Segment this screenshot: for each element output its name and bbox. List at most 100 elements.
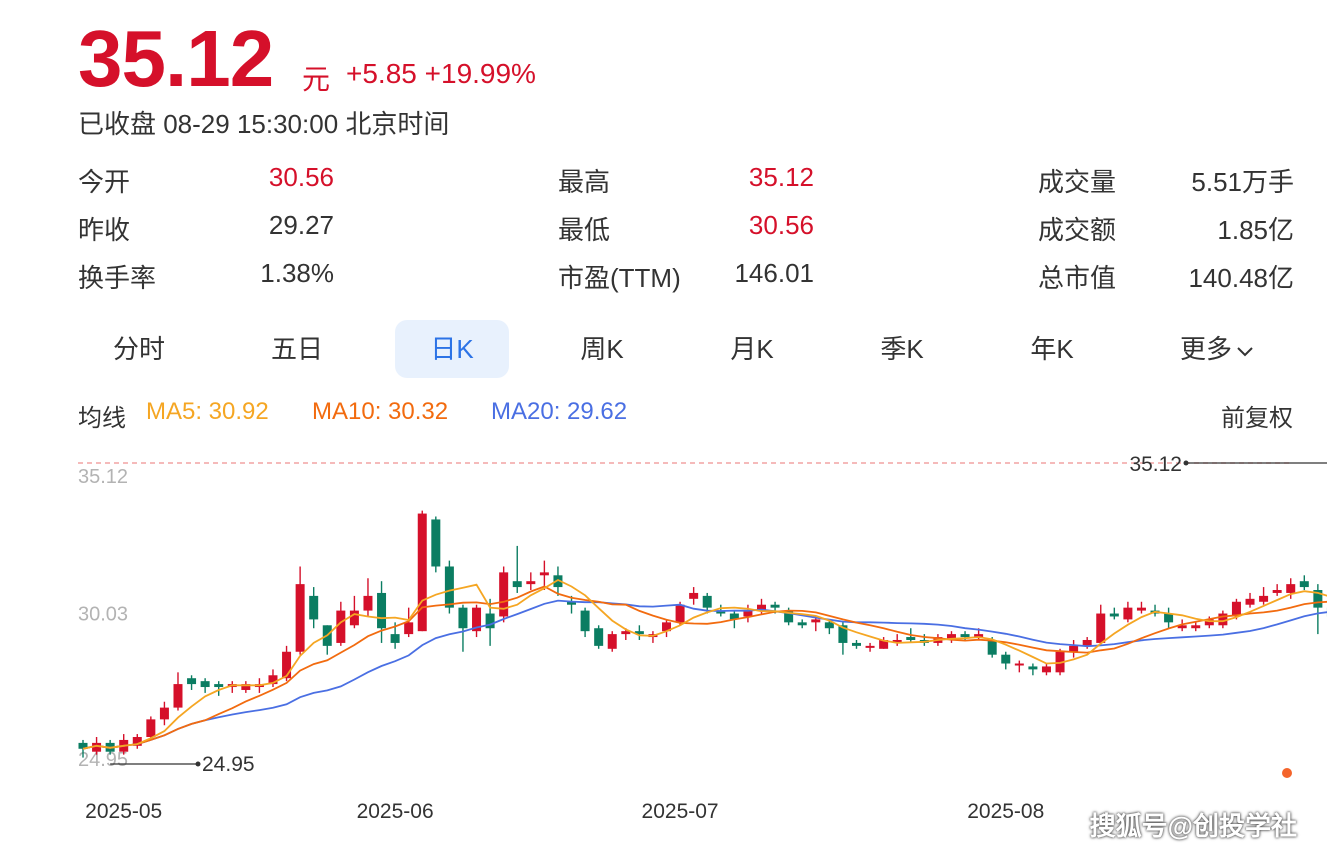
- candle-body: [227, 684, 237, 688]
- candle-body: [851, 642, 861, 646]
- candle-body: [811, 619, 821, 623]
- candle-body: [200, 681, 210, 688]
- candle-body: [1272, 590, 1282, 593]
- candle-body: [295, 584, 305, 652]
- stat-value: 146.01: [734, 258, 814, 288]
- candle-body: [879, 639, 889, 649]
- tab-2[interactable]: 日K: [395, 320, 509, 378]
- stat-value: 5.51万手: [1191, 167, 1294, 197]
- stat-value: 1.38%: [260, 258, 334, 288]
- candle-body: [187, 678, 197, 685]
- candle-body: [1313, 590, 1323, 608]
- tab-0[interactable]: 分时: [82, 320, 196, 378]
- candle-body: [1259, 595, 1269, 602]
- candle-body: [702, 595, 712, 608]
- candle-body: [472, 607, 482, 632]
- candle-body: [499, 572, 509, 617]
- candle-body: [539, 572, 549, 576]
- candle-body: [159, 707, 169, 720]
- stat-value: 29.27: [268, 210, 334, 240]
- candle-body: [444, 566, 454, 608]
- candle-body: [309, 595, 319, 620]
- candle-body: [567, 601, 577, 605]
- candle-body: [689, 592, 699, 599]
- candle-body: [431, 519, 441, 567]
- stat-value: 30.56: [268, 162, 334, 192]
- stat-label: 市盈(TTM): [558, 263, 681, 293]
- stat-value: 30.56: [748, 210, 814, 240]
- candle-body: [743, 610, 753, 617]
- tab-label: 月K: [730, 334, 774, 364]
- candle-body: [173, 684, 183, 708]
- candle-body: [1177, 625, 1187, 629]
- candle-body: [458, 607, 468, 629]
- candle-body: [1191, 625, 1201, 629]
- stat-label: 换手率: [78, 263, 157, 293]
- chevron-down-icon: [1237, 347, 1253, 357]
- candle-body: [322, 625, 332, 646]
- tab-7[interactable]: 更多: [1160, 320, 1274, 378]
- stat-label: 最高: [558, 167, 611, 197]
- candle-body: [1109, 613, 1119, 617]
- live-indicator-dot: [1282, 768, 1292, 778]
- tab-label: 五日: [270, 334, 323, 364]
- candle-body: [1001, 654, 1011, 664]
- ma10-line: [82, 585, 1327, 750]
- candle-body: [892, 639, 902, 643]
- low-marker-dot: [195, 761, 201, 767]
- candle-body: [662, 622, 672, 632]
- tab-4[interactable]: 月K: [695, 320, 809, 378]
- candle-body: [1055, 651, 1065, 673]
- candle-body: [1218, 613, 1228, 626]
- x-tick-label: 2025-08: [967, 800, 1044, 823]
- candle-body: [377, 592, 387, 629]
- stat-label: 最低: [558, 215, 611, 245]
- candle-body: [634, 631, 644, 635]
- current-price: 35.12: [78, 14, 274, 103]
- candle-body: [254, 684, 264, 688]
- candle-body: [1041, 666, 1051, 673]
- candle-body: [553, 575, 563, 588]
- candle-body: [268, 675, 278, 685]
- candle-body: [906, 637, 916, 640]
- candle-body: [1069, 645, 1079, 652]
- candle-body: [526, 581, 536, 585]
- tab-3[interactable]: 周K: [545, 320, 659, 378]
- candle-body: [146, 719, 156, 738]
- tab-1[interactable]: 五日: [240, 320, 354, 378]
- candle-body: [1150, 610, 1160, 614]
- high-marker-dot: [1183, 460, 1189, 466]
- price-change: +5.85 +19.99%: [346, 58, 536, 90]
- candle-body: [214, 684, 224, 688]
- candle-body: [648, 634, 658, 638]
- candle-body: [1286, 584, 1296, 593]
- tab-label: 年K: [1030, 334, 1074, 364]
- candle-body: [512, 581, 522, 588]
- stat-label: 昨收: [78, 215, 131, 245]
- candle-body: [282, 651, 292, 679]
- high-marker-label: 35.12: [1129, 453, 1182, 476]
- candle-body: [1299, 581, 1309, 588]
- candle-body: [1231, 601, 1241, 617]
- candle-body: [1082, 639, 1092, 646]
- tab-label: 季K: [880, 334, 924, 364]
- candle-body: [485, 613, 495, 629]
- low-marker-label: 24.95: [202, 753, 255, 776]
- candle-body: [784, 610, 794, 623]
- tab-6[interactable]: 年K: [995, 320, 1109, 378]
- candle-body: [675, 604, 685, 623]
- ma-label: 均线: [78, 405, 126, 432]
- candle-body: [1136, 607, 1146, 611]
- candle-body: [1014, 663, 1024, 666]
- y-tick-label: 30.03: [78, 604, 128, 626]
- ma10-value: MA10: 30.32: [312, 398, 449, 425]
- adjust-toggle[interactable]: 前复权: [1221, 405, 1293, 432]
- ma5-line: [82, 578, 1327, 750]
- stat-label: 成交量: [1038, 167, 1117, 197]
- tab-label: 更多: [1179, 334, 1232, 364]
- tab-5[interactable]: 季K: [845, 320, 959, 378]
- candle-body: [580, 610, 590, 632]
- change-percent: +19.99%: [424, 58, 536, 89]
- candle-body: [960, 634, 970, 638]
- candle-body: [865, 645, 875, 648]
